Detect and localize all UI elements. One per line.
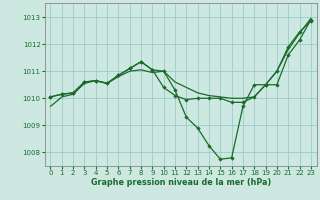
X-axis label: Graphe pression niveau de la mer (hPa): Graphe pression niveau de la mer (hPa)	[91, 178, 271, 187]
